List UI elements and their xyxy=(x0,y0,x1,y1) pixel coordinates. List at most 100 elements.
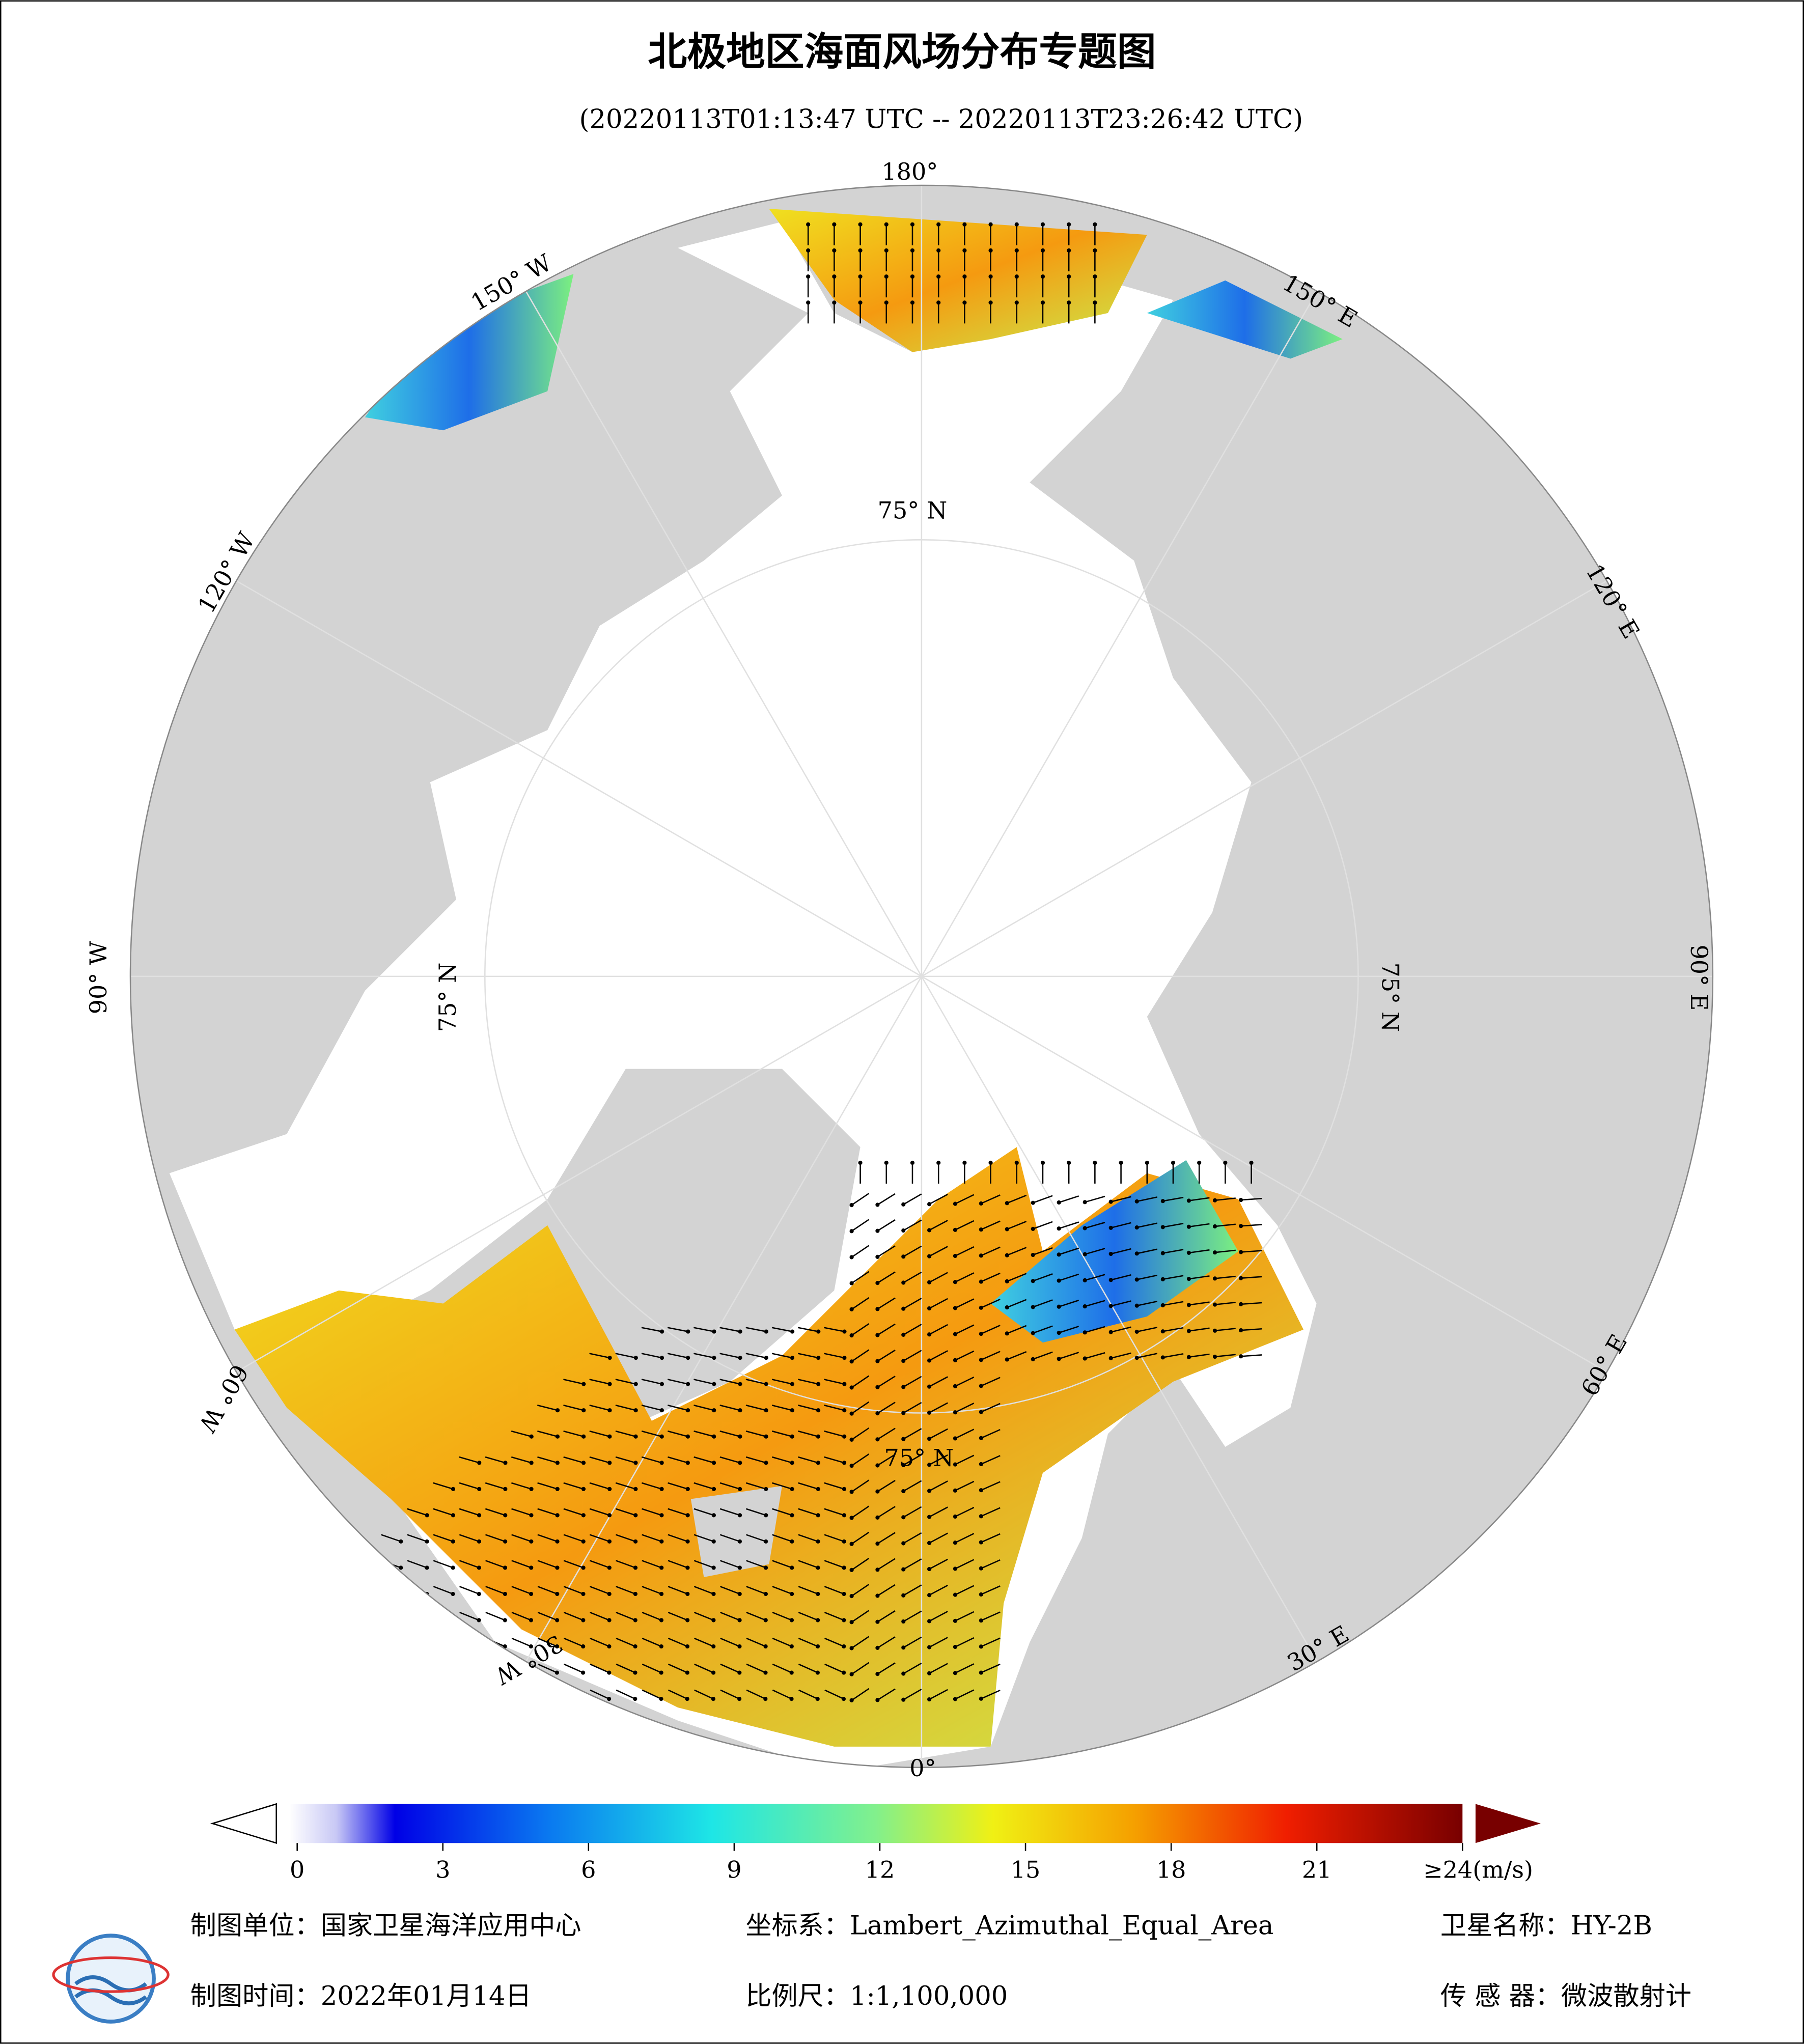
wind-arrow xyxy=(590,1637,609,1647)
wind-arrow-head xyxy=(816,1513,820,1518)
wind-arrow-head xyxy=(555,1591,560,1597)
wind-arrow-head xyxy=(901,1541,906,1546)
wind-arrow-head xyxy=(685,1618,690,1622)
wind-arrow xyxy=(329,1663,349,1673)
wind-arrow xyxy=(903,1193,922,1206)
wind-arrow-head xyxy=(294,1697,298,1701)
wind-arrow xyxy=(851,1297,870,1310)
wind-arrow-head xyxy=(320,1644,325,1649)
wind-arrow-head xyxy=(346,1644,351,1649)
wind-arrow xyxy=(746,1689,766,1700)
wind-arrow xyxy=(1059,1299,1079,1307)
wind-arrow-head xyxy=(816,1461,820,1465)
wind-arrow xyxy=(459,1663,479,1673)
wind-arrow xyxy=(564,1689,584,1700)
wind-arrow xyxy=(1059,1273,1079,1281)
wind-arrow xyxy=(1007,1220,1027,1230)
wind-arrow-head xyxy=(580,1697,586,1701)
wind-arrow xyxy=(929,1611,948,1622)
wind-arrow xyxy=(616,1534,636,1543)
wind-arrow-head xyxy=(962,1160,967,1165)
wind-arrow xyxy=(1007,1325,1027,1334)
wind-arrow xyxy=(1162,1353,1184,1358)
wind-arrow xyxy=(719,1353,740,1359)
wind-arrow-head xyxy=(816,1382,821,1386)
wind-arrow xyxy=(537,1482,558,1490)
wind-arrow xyxy=(303,1689,323,1700)
wind-arrow-head xyxy=(927,1515,932,1519)
wind-arrow xyxy=(668,1689,688,1700)
wind-arrow-head xyxy=(711,1644,716,1649)
wind-arrow xyxy=(746,1663,766,1673)
wind-arrow xyxy=(877,1376,896,1388)
wind-arrow-head xyxy=(685,1670,689,1675)
wind-arrow xyxy=(798,1663,818,1673)
wind-arrow-head xyxy=(503,1513,508,1518)
wind-arrow-head xyxy=(633,1408,638,1413)
wind-arrow-head xyxy=(842,1329,847,1334)
wind-arrow-head xyxy=(790,1513,794,1518)
wind-arrow xyxy=(1241,1197,1262,1201)
title: 北极地区海面风场分布专题图 xyxy=(648,29,1156,75)
wind-arrow-head xyxy=(1031,1305,1035,1309)
wind-arrow-head xyxy=(581,1513,586,1518)
wind-arrow-head xyxy=(554,1644,560,1649)
wind-arrow-head xyxy=(581,1591,586,1597)
wind-arrow-head xyxy=(953,1541,958,1545)
wind-arrow-head xyxy=(1093,274,1097,279)
wind-arrow-head xyxy=(979,1618,983,1623)
wind-arrow xyxy=(720,1637,740,1647)
wind-arrow-head xyxy=(842,1356,847,1360)
wind-arrow-head xyxy=(1108,1330,1113,1334)
wind-arrow xyxy=(589,1379,610,1385)
wind-arrow xyxy=(1033,1351,1053,1360)
wind-arrow xyxy=(381,1534,401,1543)
wind-arrow xyxy=(615,1482,636,1490)
wind-arrow-head xyxy=(901,1332,906,1337)
wind-arrow xyxy=(1241,1328,1262,1331)
wind-arrow xyxy=(1188,1249,1210,1254)
wind-arrow-head xyxy=(1212,1198,1217,1202)
wind-arrow-head xyxy=(901,1228,906,1233)
wind-arrow xyxy=(1136,1327,1158,1333)
wind-arrow xyxy=(955,1350,975,1361)
wind-field xyxy=(365,274,574,431)
wind-arrow-head xyxy=(1067,300,1071,305)
wind-arrow-head xyxy=(1212,1276,1217,1281)
wind-arrow-head xyxy=(1067,274,1071,279)
wind-arrow xyxy=(851,1193,870,1206)
wind-arrow xyxy=(642,1534,662,1543)
wind-arrow-head xyxy=(372,1618,377,1622)
wind-arrow-head xyxy=(398,1670,403,1675)
wind-arrow xyxy=(981,1507,1001,1517)
wind-arrow xyxy=(641,1353,662,1359)
wind-arrow-head xyxy=(875,1489,880,1494)
wind-arrow xyxy=(772,1637,792,1647)
wind-arrow-head xyxy=(607,1565,612,1570)
wind-arrow-head xyxy=(399,1565,403,1570)
wind-arrow-head xyxy=(737,1513,742,1518)
wind-arrow-head xyxy=(477,1618,481,1622)
wind-arrow-head xyxy=(633,1382,638,1386)
wind-arrow-head xyxy=(711,1539,716,1544)
wind-arrow xyxy=(851,1453,870,1467)
wind-arrow-head xyxy=(503,1644,507,1649)
wind-arrow xyxy=(1059,1221,1079,1229)
meridian xyxy=(921,291,1318,977)
wind-arrow xyxy=(851,1479,870,1493)
wind-arrow-head xyxy=(399,1591,403,1597)
wind-arrow-head xyxy=(988,274,993,279)
wind-field xyxy=(1147,280,1343,359)
wind-arrow xyxy=(797,1353,819,1359)
wind-arrow xyxy=(693,1430,714,1437)
wind-arrow xyxy=(851,1349,870,1362)
wind-arrow-head xyxy=(979,1279,983,1284)
wind-arrow-head xyxy=(1108,1251,1113,1256)
wind-arrow-head xyxy=(503,1618,507,1622)
wind-arrow xyxy=(981,1663,1001,1673)
wind-arrow-head xyxy=(884,300,889,305)
wind-arrow-head xyxy=(529,1697,533,1701)
wind-arrow-head xyxy=(529,1618,534,1622)
wind-arrow-head xyxy=(979,1540,983,1545)
wind-arrow xyxy=(903,1506,922,1518)
